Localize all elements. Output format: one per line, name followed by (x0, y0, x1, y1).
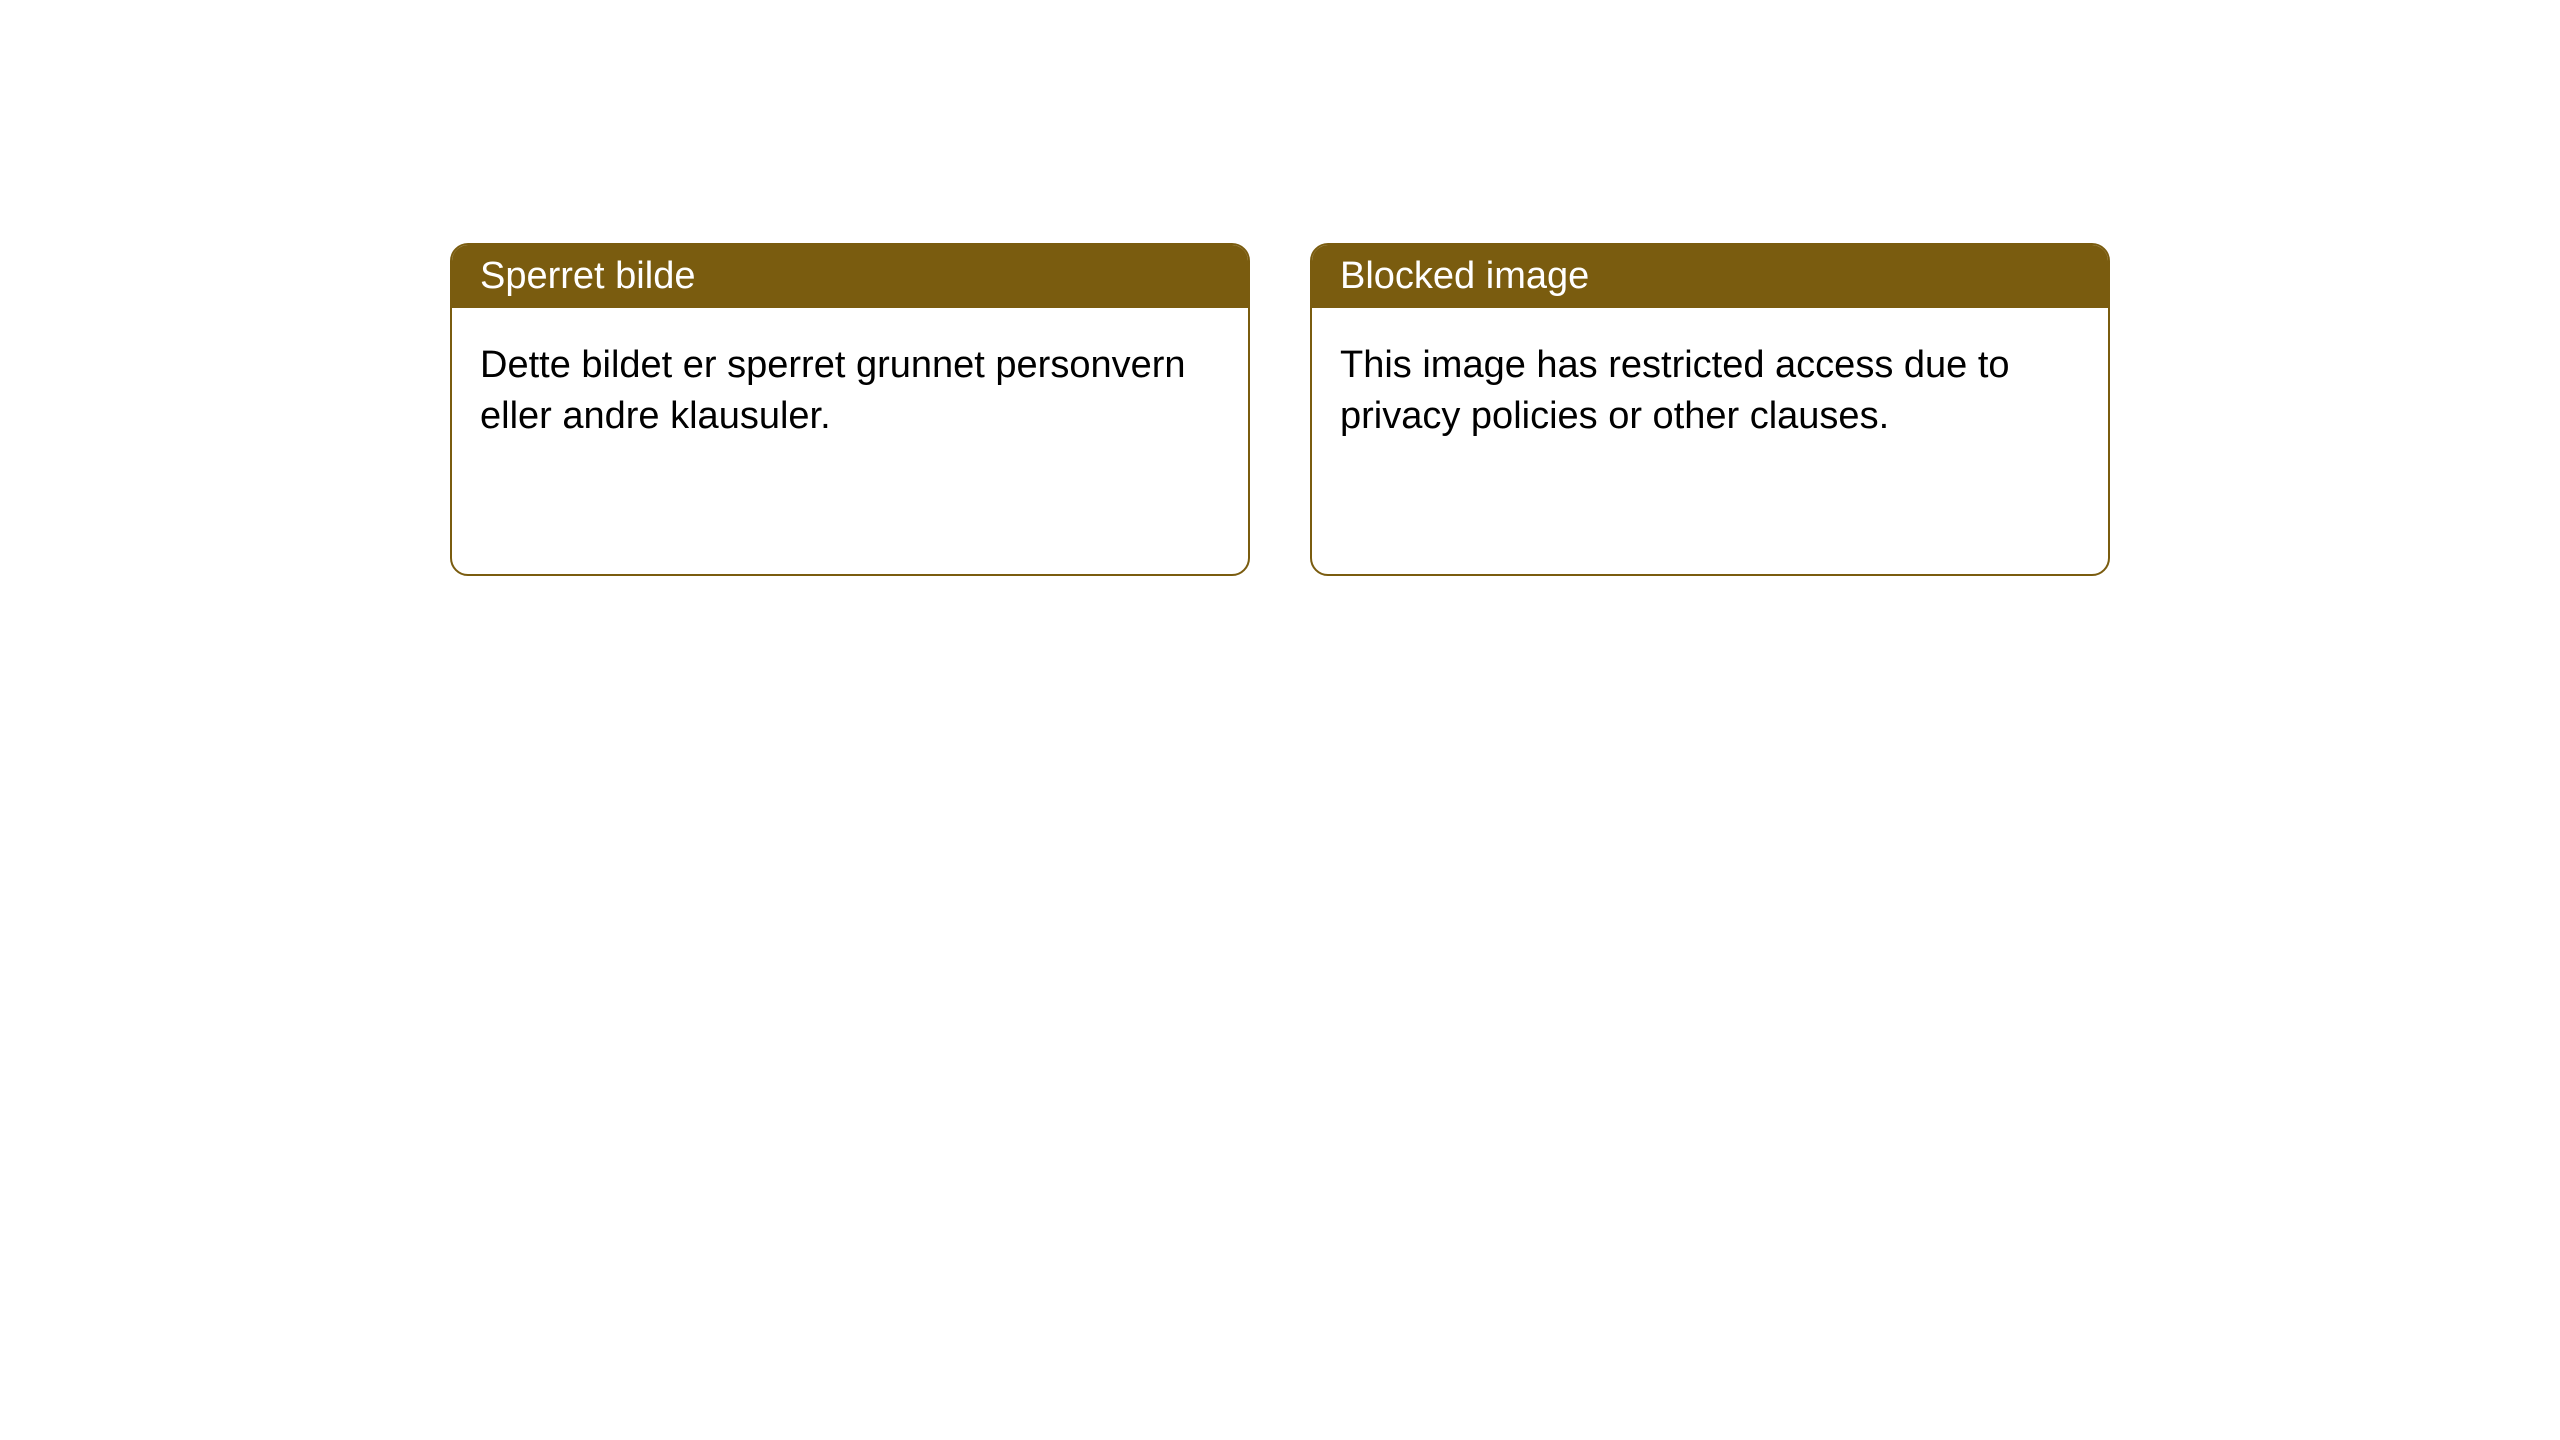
card-body-no: Dette bildet er sperret grunnet personve… (452, 308, 1248, 475)
blocked-image-cards: Sperret bilde Dette bildet er sperret gr… (450, 243, 2110, 576)
card-text-no: Dette bildet er sperret grunnet personve… (480, 344, 1186, 437)
card-text-en: This image has restricted access due to … (1340, 344, 2010, 437)
card-title-en: Blocked image (1340, 255, 1589, 297)
card-header-en: Blocked image (1312, 245, 2108, 308)
blocked-image-card-no: Sperret bilde Dette bildet er sperret gr… (450, 243, 1250, 576)
card-title-no: Sperret bilde (480, 255, 695, 297)
blocked-image-card-en: Blocked image This image has restricted … (1310, 243, 2110, 576)
card-body-en: This image has restricted access due to … (1312, 308, 2108, 475)
card-header-no: Sperret bilde (452, 245, 1248, 308)
